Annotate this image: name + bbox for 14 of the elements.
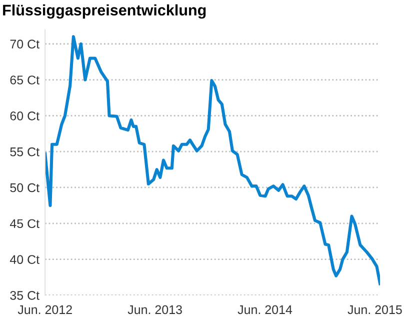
y-tick-label: 70 Ct [10, 40, 40, 49]
y-tick-label: 65 Ct [10, 76, 40, 84]
x-tick-label: Jun. 2014 [238, 305, 292, 314]
y-tick-label: 35 Ct [10, 291, 40, 300]
y-tick-label: 60 Ct [10, 111, 40, 120]
x-tick-label: Jun. 2015 [348, 305, 402, 314]
y-tick-label: 50 Ct [10, 183, 40, 192]
y-tick-label: 40 Ct [10, 255, 40, 264]
y-tick-label: 55 Ct [10, 147, 40, 156]
chart-title: Flüssiggaspreisentwicklung [3, 4, 206, 19]
x-tick-label: Jun. 2013 [128, 305, 182, 314]
y-tick-label: 45 Ct [10, 219, 40, 228]
line-series [45, 35, 380, 286]
x-tick-label: Jun. 2012 [18, 305, 72, 314]
